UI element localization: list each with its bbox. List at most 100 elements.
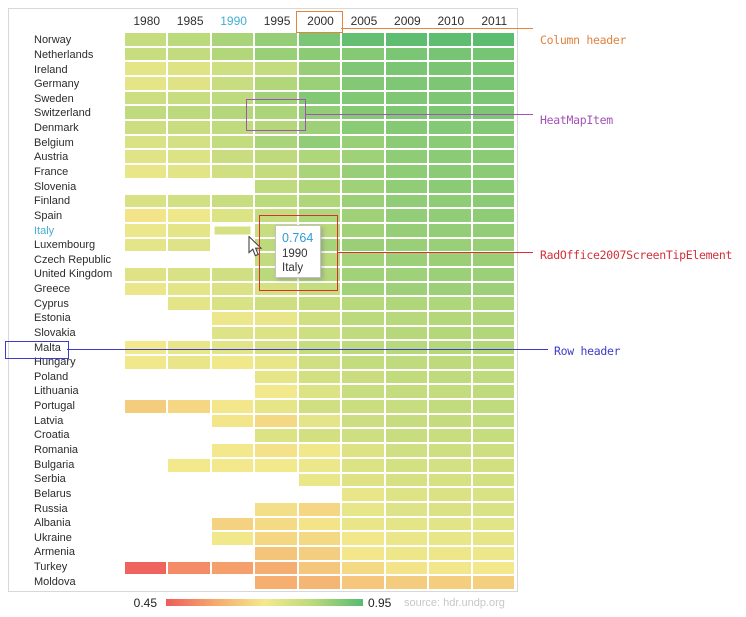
- heatmap-cell[interactable]: [472, 77, 514, 90]
- heatmap-cell[interactable]: [429, 282, 471, 296]
- heatmap-cell[interactable]: [255, 179, 297, 193]
- heatmap-cell[interactable]: [342, 297, 384, 310]
- heatmap-cell[interactable]: [255, 150, 297, 164]
- heatmap-cell[interactable]: [385, 91, 428, 105]
- heatmap-cell[interactable]: [342, 532, 384, 545]
- heatmap-cell[interactable]: [429, 532, 471, 545]
- heatmap-cell[interactable]: [298, 150, 341, 164]
- heatmap-cell[interactable]: [472, 502, 514, 516]
- heatmap-cell[interactable]: [385, 47, 428, 61]
- heatmap-cell[interactable]: [125, 106, 167, 120]
- heatmap-cell[interactable]: [255, 400, 297, 413]
- heatmap-cell[interactable]: [472, 312, 514, 325]
- heatmap-cell[interactable]: [255, 561, 297, 575]
- heatmap-cell[interactable]: [211, 77, 254, 90]
- heatmap-cell[interactable]: [429, 165, 471, 178]
- heatmap-cell[interactable]: [342, 165, 384, 178]
- heatmap-cell[interactable]: [342, 194, 384, 208]
- heatmap-cell[interactable]: [125, 356, 167, 369]
- heatmap-cell[interactable]: [385, 209, 428, 222]
- heatmap-cell[interactable]: [168, 135, 210, 149]
- heatmap-cell[interactable]: [298, 194, 341, 208]
- heatmap-cell[interactable]: [429, 429, 471, 443]
- heatmap-cell[interactable]: [429, 253, 471, 266]
- heatmap-cell[interactable]: [211, 47, 254, 61]
- heatmap-cell[interactable]: [255, 532, 297, 545]
- heatmap-cell[interactable]: [472, 473, 514, 487]
- heatmap-cell[interactable]: [125, 150, 167, 164]
- heatmap-cell[interactable]: [125, 400, 167, 413]
- heatmap-cell[interactable]: [168, 194, 210, 208]
- heatmap-cell[interactable]: [255, 458, 297, 472]
- heatmap-cell[interactable]: [342, 223, 384, 237]
- heatmap-cell[interactable]: [429, 488, 471, 501]
- heatmap-cell[interactable]: [342, 179, 384, 193]
- heatmap-cell[interactable]: [472, 488, 514, 501]
- heatmap-cell[interactable]: [125, 62, 167, 76]
- heatmap-cell[interactable]: [472, 341, 514, 355]
- heatmap-cell[interactable]: [255, 194, 297, 208]
- heatmap-cell[interactable]: [125, 282, 167, 296]
- heatmap-cell[interactable]: [125, 267, 167, 281]
- heatmap-cell[interactable]: [255, 297, 297, 310]
- heatmap-cell[interactable]: [472, 62, 514, 76]
- heatmap-cell[interactable]: [385, 121, 428, 134]
- heatmap-cell[interactable]: [472, 414, 514, 428]
- heatmap-cell[interactable]: [385, 414, 428, 428]
- heatmap-cell[interactable]: [429, 356, 471, 369]
- heatmap-cell[interactable]: [385, 165, 428, 178]
- heatmap-cell[interactable]: [298, 62, 341, 76]
- heatmap-cell[interactable]: [298, 546, 341, 560]
- heatmap-cell[interactable]: [472, 561, 514, 575]
- heatmap-cell[interactable]: [385, 62, 428, 76]
- heatmap-cell[interactable]: [298, 47, 341, 61]
- heatmap-cell[interactable]: [255, 517, 297, 531]
- heatmap-cell[interactable]: [125, 223, 167, 237]
- heatmap-cell[interactable]: [385, 223, 428, 237]
- heatmap-cell[interactable]: [211, 458, 254, 472]
- heatmap-cell[interactable]: [211, 165, 254, 178]
- heatmap-cell[interactable]: [472, 326, 514, 340]
- heatmap-cell[interactable]: [429, 458, 471, 472]
- heatmap-cell[interactable]: [255, 341, 297, 355]
- heatmap-cell[interactable]: [255, 165, 297, 178]
- heatmap-cell[interactable]: [385, 532, 428, 545]
- heatmap-cell[interactable]: [342, 253, 384, 266]
- heatmap-cell[interactable]: [429, 546, 471, 560]
- heatmap-cell[interactable]: [298, 312, 341, 325]
- heatmap-cell[interactable]: [168, 150, 210, 164]
- heatmap-cell[interactable]: [429, 385, 471, 399]
- heatmap-cell[interactable]: [211, 414, 254, 428]
- heatmap-cell[interactable]: [255, 91, 297, 105]
- heatmap-cell[interactable]: [385, 488, 428, 501]
- heatmap-cell[interactable]: [429, 194, 471, 208]
- heatmap-cell[interactable]: [298, 561, 341, 575]
- heatmap-cell[interactable]: [429, 297, 471, 310]
- heatmap-cell[interactable]: [342, 77, 384, 90]
- heatmap-cell[interactable]: [429, 370, 471, 384]
- heatmap-cell[interactable]: [255, 370, 297, 384]
- heatmap-cell[interactable]: [342, 561, 384, 575]
- heatmap-cell[interactable]: [385, 326, 428, 340]
- heatmap-cell[interactable]: [125, 341, 167, 355]
- heatmap-cell[interactable]: [429, 400, 471, 413]
- heatmap-cell[interactable]: [255, 414, 297, 428]
- heatmap-cell[interactable]: [472, 444, 514, 457]
- heatmap-cell[interactable]: [385, 238, 428, 252]
- heatmap-cell[interactable]: [429, 341, 471, 355]
- heatmap-cell[interactable]: [342, 444, 384, 457]
- heatmap-cell[interactable]: [342, 135, 384, 149]
- heatmap-cell[interactable]: [429, 77, 471, 90]
- heatmap-cell[interactable]: [255, 502, 297, 516]
- heatmap-cell[interactable]: [168, 165, 210, 178]
- heatmap-cell[interactable]: [168, 33, 210, 46]
- heatmap-cell[interactable]: [298, 326, 341, 340]
- heatmap-cell[interactable]: [429, 576, 471, 589]
- heatmap-cell[interactable]: [472, 165, 514, 178]
- heatmap-cell[interactable]: [342, 517, 384, 531]
- heatmap-cell[interactable]: [298, 135, 341, 149]
- heatmap-cell[interactable]: [298, 106, 341, 120]
- heatmap-cell[interactable]: [255, 121, 297, 134]
- heatmap-cell[interactable]: [472, 150, 514, 164]
- heatmap-cell[interactable]: [472, 400, 514, 413]
